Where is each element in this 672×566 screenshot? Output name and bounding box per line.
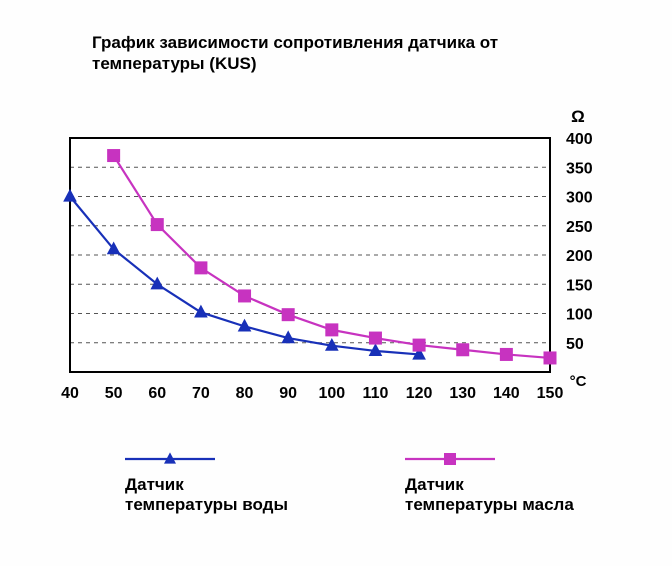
x-tick-label: 150 (537, 385, 564, 402)
y-unit-label: Ω (571, 107, 585, 126)
square-marker (369, 332, 381, 344)
x-tick-label: 130 (449, 385, 476, 402)
legend-label-water: Датчиктемпературы воды (125, 475, 288, 516)
x-tick-label: 120 (406, 385, 433, 402)
legend: Датчиктемпературы воды Датчиктемпературы … (60, 450, 600, 540)
resistance-vs-temperature-chart: 50100150200250300350400Ω4050607080901001… (60, 128, 600, 408)
x-tick-label: 80 (236, 385, 254, 402)
x-tick-label: 40 (61, 385, 79, 402)
y-tick-label: 100 (566, 307, 593, 324)
y-tick-label: 250 (566, 219, 593, 236)
square-marker (544, 352, 556, 364)
y-tick-label: 50 (566, 336, 584, 353)
x-tick-label: 140 (493, 385, 520, 402)
square-marker (282, 309, 294, 321)
x-tick-label: 100 (318, 385, 345, 402)
square-marker (239, 290, 251, 302)
y-tick-label: 200 (566, 248, 593, 265)
y-tick-label: 300 (566, 190, 593, 207)
square-marker (326, 324, 338, 336)
x-tick-label: 50 (105, 385, 123, 402)
square-marker (108, 150, 120, 162)
legend-swatch-water (125, 450, 215, 468)
page: { "title": "График зависимости сопротивл… (0, 0, 672, 566)
legend-label-oil: Датчиктемпературы масла (405, 475, 574, 516)
chart-title: График зависимости сопротивления датчика… (92, 32, 572, 75)
y-tick-label: 350 (566, 160, 593, 177)
legend-entry-water: Датчиктемпературы воды (125, 450, 288, 516)
square-marker (413, 339, 425, 351)
square-marker (195, 262, 207, 274)
legend-entry-oil: Датчиктемпературы масла (405, 450, 574, 516)
square-marker (500, 348, 512, 360)
legend-swatch-oil (405, 450, 495, 468)
x-tick-label: 70 (192, 385, 210, 402)
y-tick-label: 400 (566, 131, 593, 148)
x-tick-label: 60 (148, 385, 166, 402)
y-tick-label: 150 (566, 277, 593, 294)
x-tick-label: 110 (363, 385, 389, 402)
square-marker (151, 219, 163, 231)
x-tick-label: 90 (279, 385, 297, 402)
square-marker (457, 344, 469, 356)
x-unit-label: °C (570, 373, 587, 390)
